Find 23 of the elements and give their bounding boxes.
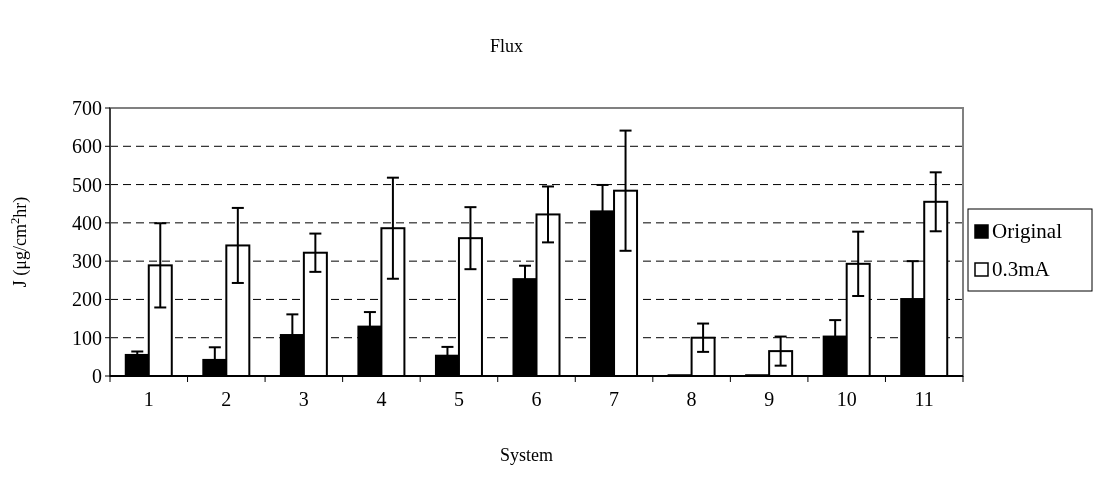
y-tick-label: 400 <box>72 211 102 234</box>
y-tick-label: 100 <box>72 326 102 349</box>
x-tick-label: 2 <box>221 388 232 410</box>
x-tick-label: 6 <box>531 388 542 410</box>
x-tick-label: 4 <box>376 388 387 410</box>
x-tick-label: 3 <box>298 388 309 410</box>
legend-label: 0.3mA <box>992 257 1051 281</box>
y-tick-label: 500 <box>72 173 102 196</box>
y-tick-label: 700 <box>72 97 102 119</box>
x-tick-label: 11 <box>914 388 934 410</box>
x-tick-label: 9 <box>764 388 775 410</box>
y-tick-label: 600 <box>72 135 102 158</box>
y-tick-label: 200 <box>72 288 102 311</box>
y-tick-label: 0 <box>92 365 102 387</box>
legend-label: Original <box>992 219 1063 243</box>
y-tick-label: 300 <box>72 250 102 273</box>
x-tick-label: 7 <box>609 388 620 410</box>
chart-title: Flux <box>489 36 524 56</box>
x-axis-title: System <box>499 445 554 465</box>
x-tick-label: 5 <box>453 388 464 410</box>
x-tick-label: 10 <box>836 388 857 410</box>
x-tick-label: 1 <box>143 388 154 410</box>
x-tick-label: 8 <box>686 388 697 410</box>
